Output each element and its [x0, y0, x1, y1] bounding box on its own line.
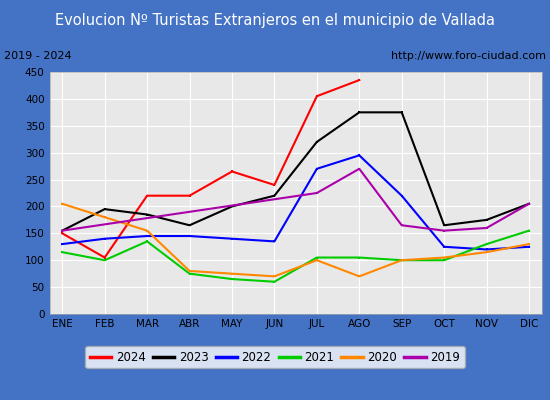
- Text: Evolucion Nº Turistas Extranjeros en el municipio de Vallada: Evolucion Nº Turistas Extranjeros en el …: [55, 14, 495, 28]
- Legend: 2024, 2023, 2022, 2021, 2020, 2019: 2024, 2023, 2022, 2021, 2020, 2019: [85, 346, 465, 368]
- Text: http://www.foro-ciudad.com: http://www.foro-ciudad.com: [391, 51, 546, 61]
- Text: 2019 - 2024: 2019 - 2024: [4, 51, 72, 61]
